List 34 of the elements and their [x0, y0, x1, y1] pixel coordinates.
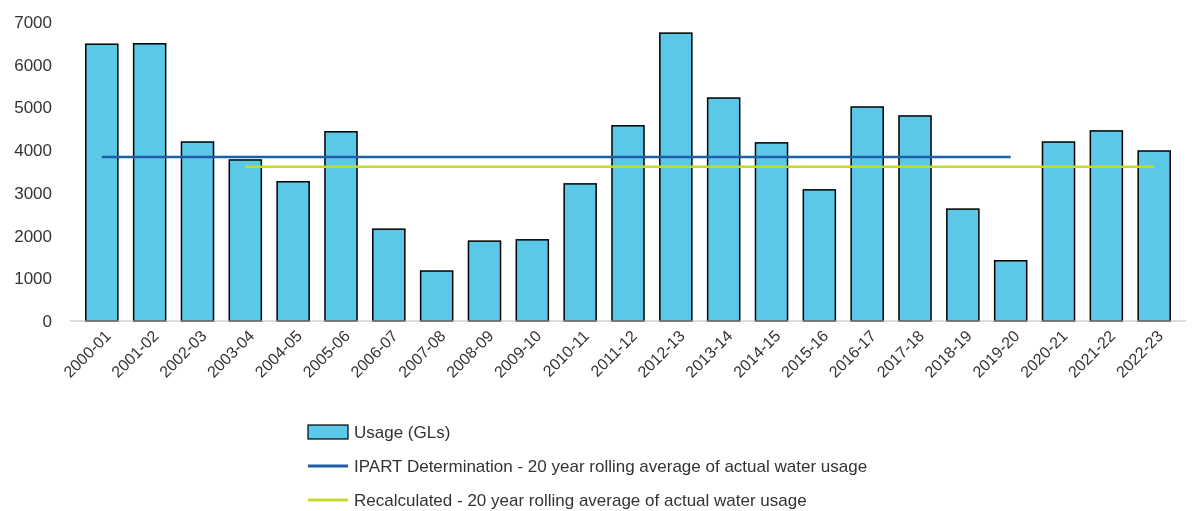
- y-tick-label: 1000: [14, 269, 52, 289]
- bar: [659, 32, 693, 322]
- bar: [850, 106, 884, 322]
- y-tick-label: 7000: [14, 12, 52, 32]
- legend-label: Recalculated - 20 year rolling average of actual water usage: [354, 490, 807, 510]
- bar: [611, 125, 645, 322]
- bar: [563, 183, 597, 322]
- bar: [467, 240, 502, 322]
- y-tick-label: 6000: [14, 55, 52, 75]
- bar: [754, 142, 789, 322]
- bar: [993, 260, 1028, 322]
- y-tick-label: 3000: [14, 183, 52, 203]
- bar: [515, 239, 550, 322]
- bar: [228, 159, 263, 322]
- bar: [324, 131, 358, 322]
- y-tick-label: 2000: [14, 226, 52, 246]
- bar: [180, 141, 215, 322]
- bar: [85, 43, 119, 322]
- bar: [372, 228, 406, 322]
- bar: [1137, 150, 1171, 322]
- bar: [898, 115, 932, 322]
- bar: [802, 189, 837, 322]
- bar: [946, 208, 980, 322]
- bar: [1089, 130, 1124, 322]
- bar: [132, 43, 167, 322]
- y-tick-label: 4000: [14, 141, 52, 161]
- y-tick-label: 0: [42, 311, 52, 331]
- bar: [1041, 141, 1076, 322]
- y-tick-label: 5000: [14, 98, 52, 118]
- legend-label: Usage (GLs): [354, 422, 451, 442]
- bar: [276, 181, 310, 322]
- legend-label: IPART Determination - 20 year rolling average of actual water usage: [354, 456, 868, 476]
- bar: [419, 270, 454, 322]
- bar: [706, 97, 741, 322]
